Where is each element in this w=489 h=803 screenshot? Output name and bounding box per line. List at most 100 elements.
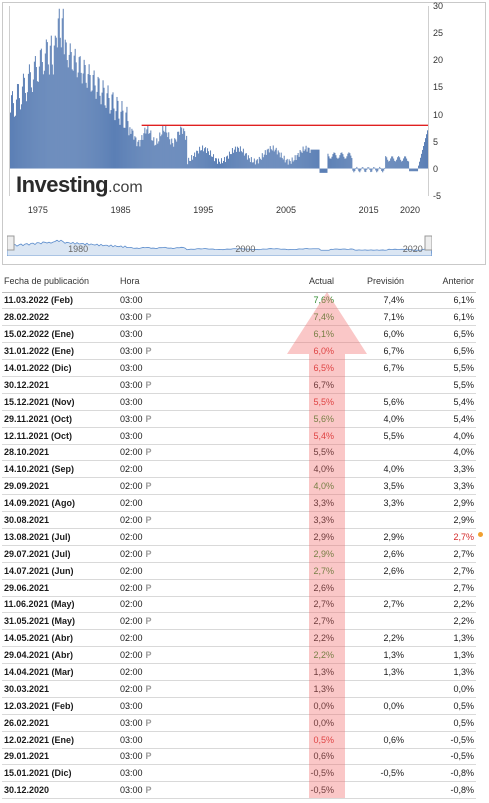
inflation-bar [75, 62, 77, 169]
header-actual[interactable]: Actual [206, 270, 336, 293]
inflation-bar [411, 168, 413, 172]
inflation-bar [377, 168, 379, 172]
cell-previous: 6,5% [406, 325, 476, 344]
inflation-bar [145, 133, 147, 169]
inflation-bar [175, 139, 177, 169]
inflation-bar [67, 67, 69, 169]
inflation-bar [391, 156, 393, 169]
inflation-bar [241, 152, 243, 169]
inflation-bar [18, 98, 20, 169]
inflation-bar [407, 160, 409, 169]
inflation-bar [413, 168, 415, 172]
main-plot[interactable] [9, 6, 429, 196]
cell-date: 14.07.2021 (Jun) [2, 562, 118, 580]
inflation-bar [399, 157, 401, 169]
inflation-bar [45, 39, 47, 169]
inflation-bar [96, 91, 98, 169]
preliminary-icon: P [145, 717, 152, 728]
inflation-bar [287, 164, 289, 169]
inflation-bar [408, 161, 410, 169]
inflation-bar [122, 110, 124, 169]
inflation-bar [291, 157, 293, 169]
cell-forecast: 0,0% [336, 697, 406, 715]
inflation-bar [168, 132, 170, 169]
inflation-bar [153, 137, 155, 169]
table-row: 11.06.2021 (May) 02:00 2,7% 2,7% 2,2% [2, 596, 476, 614]
inflation-bar [332, 154, 334, 169]
cell-date: 14.10.2021 (Sep) [2, 460, 118, 479]
inflation-bar [415, 168, 417, 172]
inflation-bar [220, 158, 222, 169]
inflation-bar [354, 168, 356, 172]
inflation-bar [155, 144, 157, 169]
cell-time: 03:00 [118, 697, 206, 715]
inflation-bar [190, 161, 192, 169]
inflation-bar [224, 162, 226, 169]
inflation-bar [48, 74, 50, 169]
inflation-bar [289, 161, 291, 169]
inflation-bar [243, 155, 245, 169]
inflation-bar [38, 66, 40, 169]
inflation-bar [302, 146, 304, 169]
navigator-right-handle [424, 235, 432, 251]
cell-actual: 2,9% [206, 545, 336, 563]
inflation-bar [297, 153, 299, 169]
inflation-bar [53, 45, 55, 169]
table-row: 31.01.2022 (Ene) 03:00 P 6,0% 6,7% 6,5% [2, 342, 476, 361]
time-text: 02:00 [120, 531, 143, 542]
cell-actual: 5,4% [206, 427, 336, 445]
inflation-bar [127, 121, 129, 169]
inflation-bar [231, 147, 233, 169]
inflation-bar [199, 146, 201, 169]
cell-previous: -0,8% [406, 781, 476, 800]
inflation-bar [161, 134, 163, 169]
cell-date: 12.03.2021 (Feb) [2, 697, 118, 715]
inflation-bar [176, 141, 178, 169]
inflation-bar [363, 168, 365, 170]
cell-date: 29.06.2021 [2, 579, 118, 597]
inflation-bar [95, 98, 97, 169]
cell-actual: 4,0% [206, 460, 336, 479]
inflation-bar [82, 73, 84, 169]
table-row: 29.09.2021 02:00 P 4,0% 3,5% 3,3% [2, 477, 476, 496]
range-navigator[interactable] [7, 232, 432, 256]
inflation-bar [164, 132, 166, 169]
investing-logo: Investing .com [16, 172, 143, 197]
inflation-bar [170, 144, 172, 169]
cell-previous: -0,5% [406, 748, 476, 766]
y-tick-label: 10 [433, 109, 444, 120]
inflation-bar [10, 112, 11, 169]
time-text: 02:00 [120, 599, 143, 610]
inflation-bar [123, 127, 125, 169]
inflation-bar [117, 100, 119, 169]
inflation-bar [326, 168, 328, 173]
inflation-bar [406, 158, 408, 169]
y-tick-label: 0 [433, 163, 439, 174]
cell-actual: 6,5% [206, 359, 336, 377]
inflation-bar [169, 139, 171, 169]
inflation-bar [69, 43, 71, 169]
inflation-bar [353, 168, 355, 173]
preliminary-icon: P [145, 346, 152, 357]
time-text: 02:00 [120, 498, 143, 509]
table-row: 28.10.2021 02:00 P 5,5% 4,0% [2, 444, 476, 462]
inflation-bar [238, 151, 240, 169]
inflation-bar [330, 158, 332, 169]
cell-previous: 4,0% [406, 444, 476, 462]
header-previous[interactable]: Anterior [406, 270, 476, 293]
header-forecast[interactable]: Previsión [336, 270, 406, 293]
inflation-bar [416, 168, 418, 172]
inflation-bar [351, 158, 353, 169]
inflation-bar [284, 162, 286, 169]
preliminary-icon: P [145, 413, 152, 424]
cell-time: 02:00 P [118, 444, 206, 462]
y-tick-label: 30 [433, 1, 444, 11]
header-time[interactable]: Hora [118, 270, 206, 293]
inflation-bar [280, 152, 282, 169]
inflation-bar [83, 59, 85, 169]
inflation-bar [255, 160, 257, 169]
inflation-bar [249, 162, 251, 169]
header-date[interactable]: Fecha de publicación [2, 270, 118, 293]
inflation-bar [293, 160, 295, 169]
inflation-bar [76, 77, 78, 169]
